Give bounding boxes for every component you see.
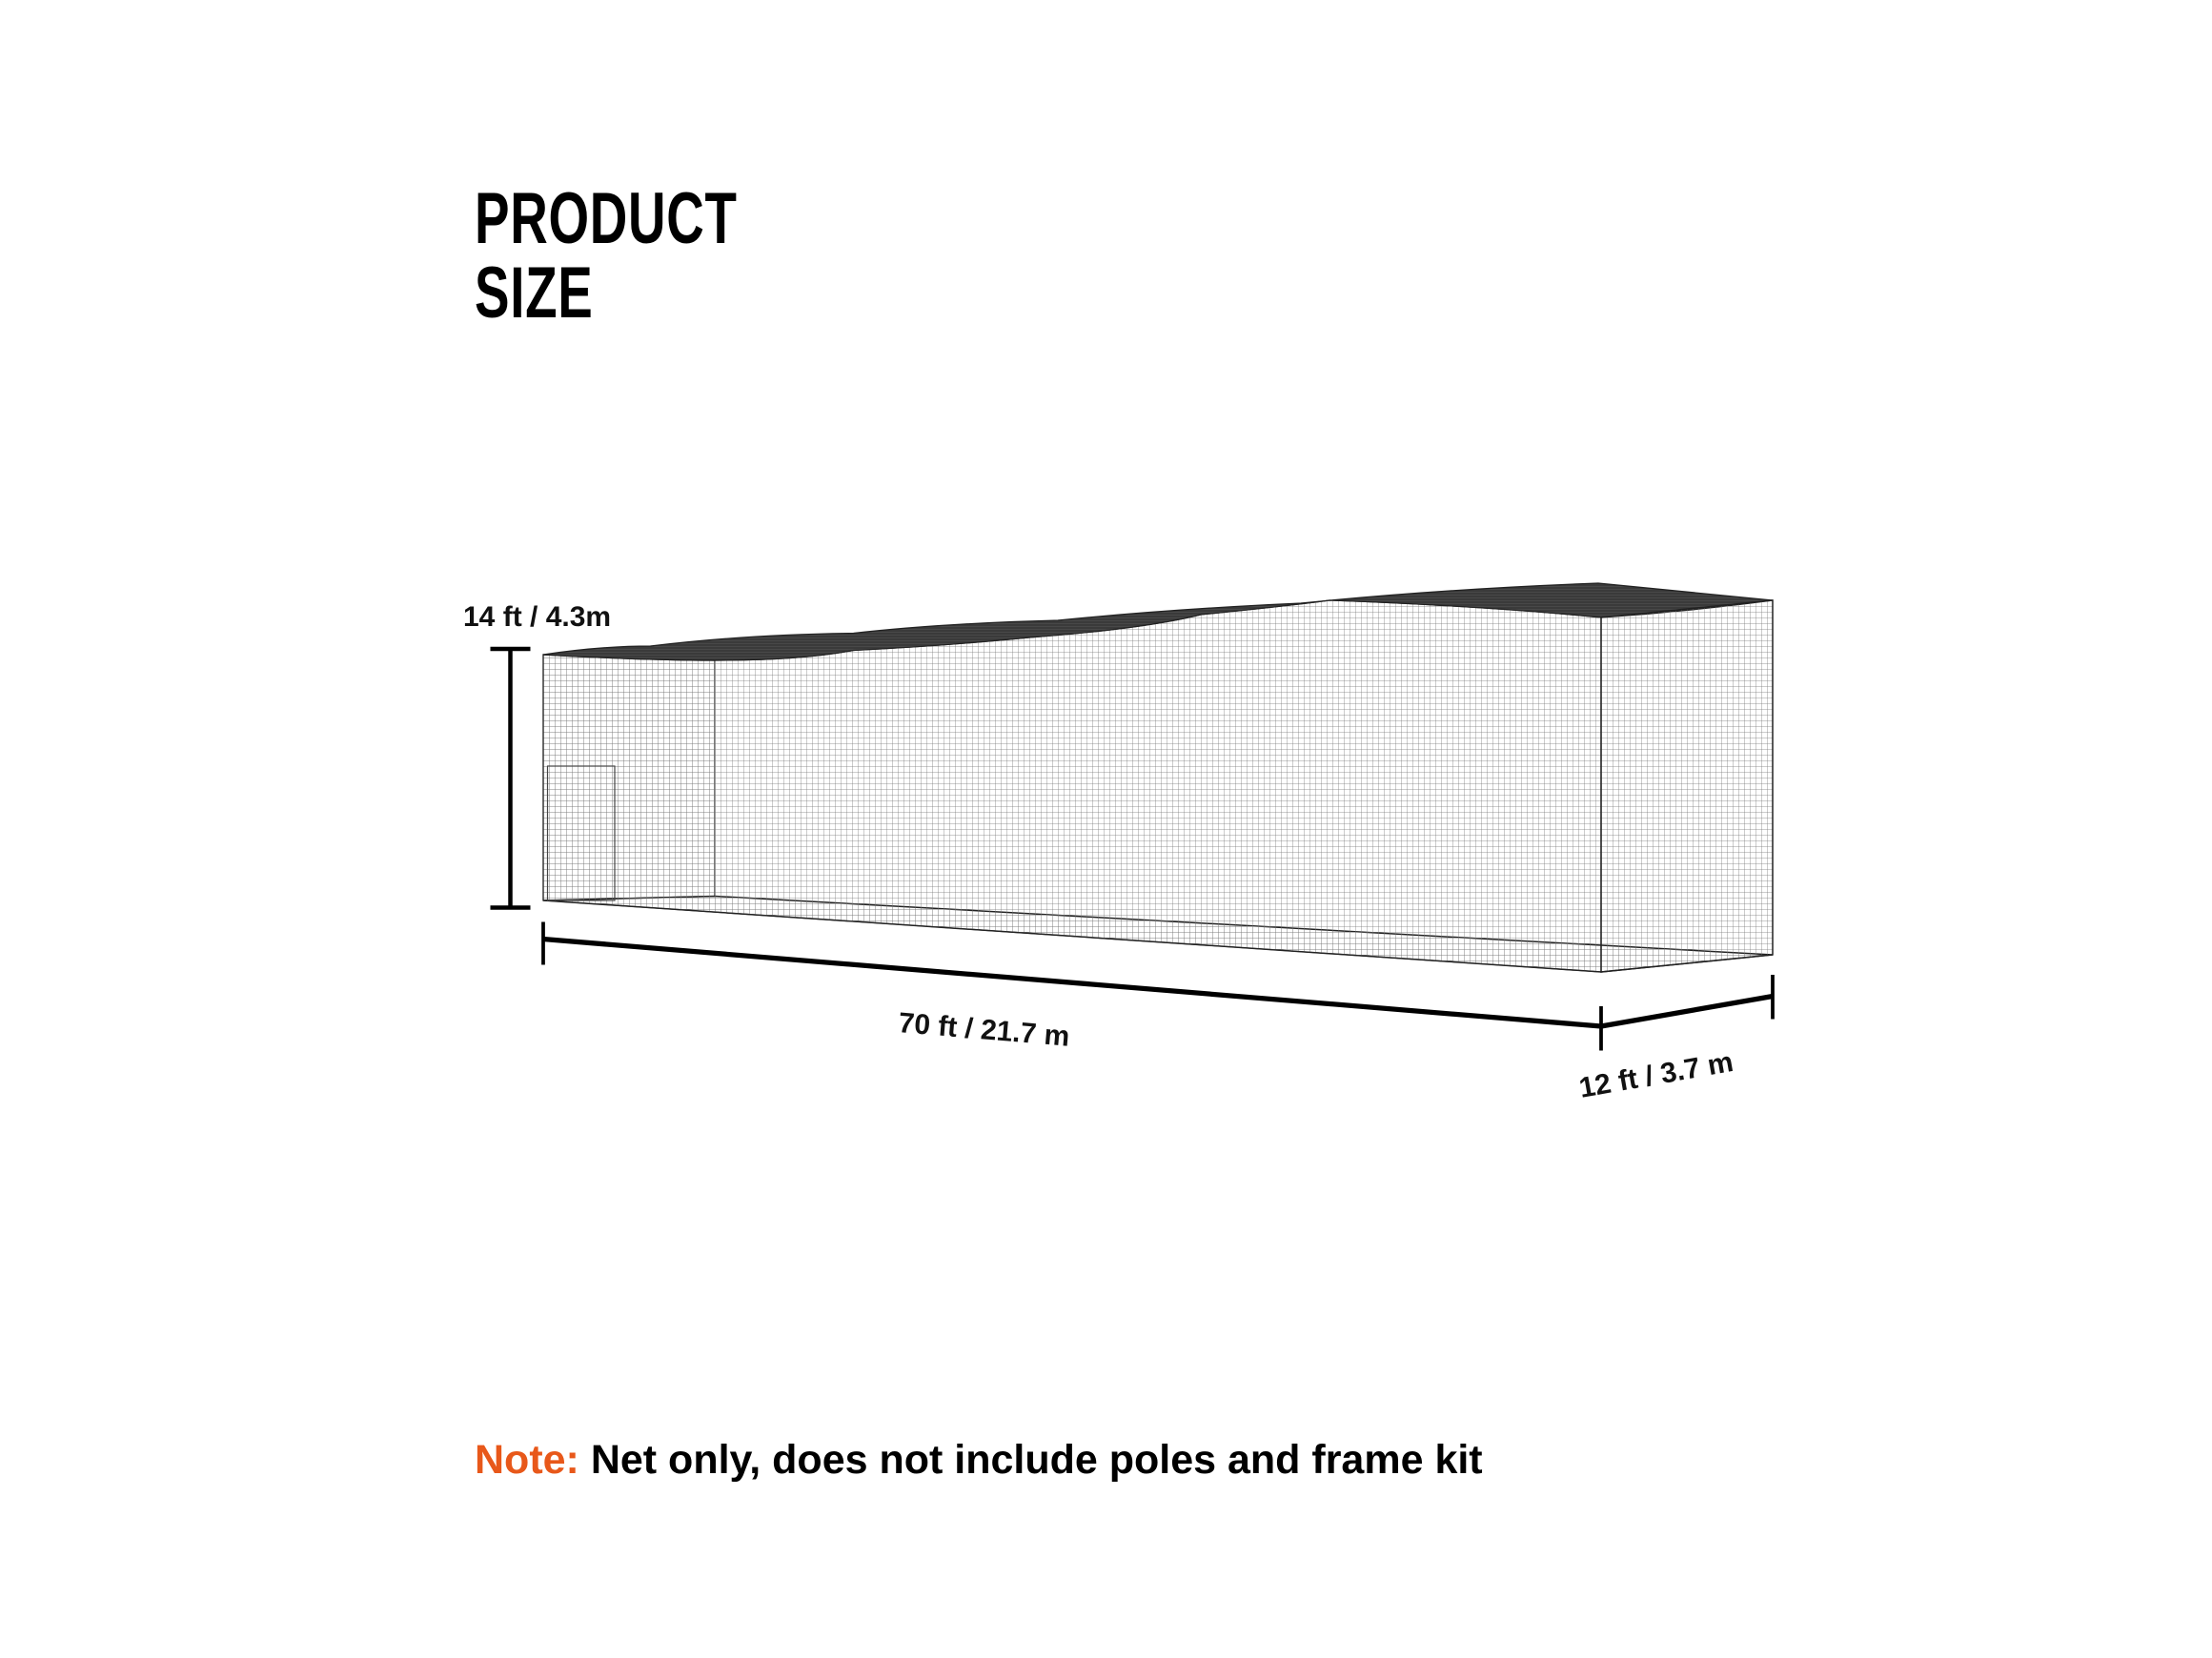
length-dimension-line [541, 921, 1603, 1051]
net-door [546, 765, 616, 901]
length-label: 70 ft / 21.7 m [897, 1007, 1070, 1053]
width-dimension-line [1600, 975, 1775, 1029]
note-text: Net only, does not include poles and fra… [590, 1437, 1483, 1483]
title-line-2: SIZE [475, 253, 594, 334]
width-label: 12 ft / 3.7 m [1576, 1046, 1735, 1104]
net-front-end [1600, 599, 1774, 973]
height-label: 14 ft / 4.3m [463, 601, 611, 633]
title-line-1: PRODUCT [475, 178, 738, 259]
height-dimension-line [490, 646, 531, 910]
note-label: Note: [475, 1437, 579, 1483]
note: Note: Net only, does not include poles a… [475, 1437, 1483, 1484]
